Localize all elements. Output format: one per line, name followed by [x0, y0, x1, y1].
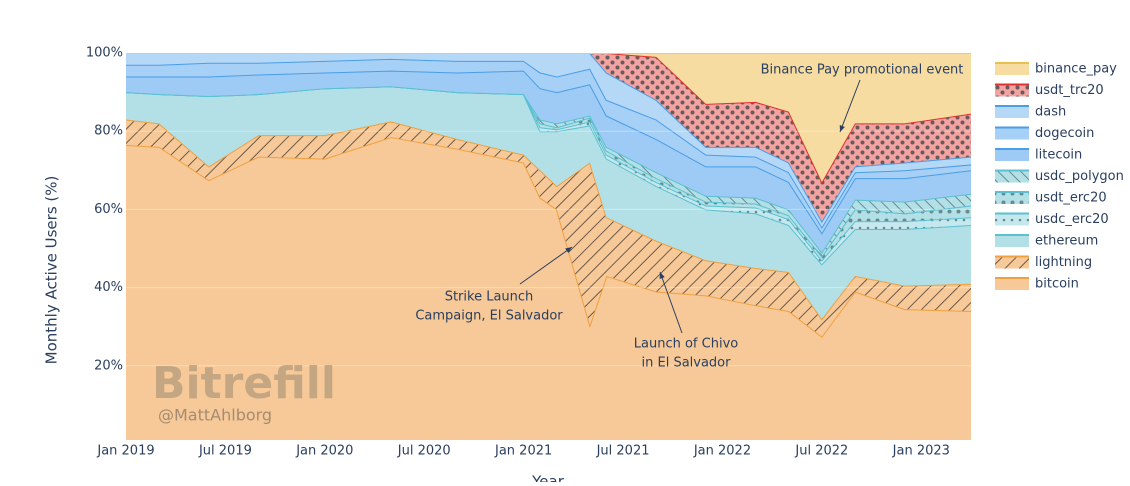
legend-label: bitcoin — [1035, 277, 1079, 292]
series-line — [126, 53, 971, 185]
arrowhead — [839, 125, 845, 132]
legend-swatch — [995, 106, 1029, 118]
x-axis-title: Year — [531, 473, 565, 483]
area — [126, 119, 971, 337]
y-tick-label: 80% — [94, 124, 123, 139]
x-tick-label: Jul 2021 — [596, 444, 650, 459]
x-tick-label: Jul 2020 — [397, 444, 451, 459]
annotation-text: Launch of Chivo — [634, 337, 738, 352]
legend-label: binance_pay — [1035, 62, 1117, 77]
legend-swatch — [995, 170, 1029, 183]
x-tick-label: Jan 2020 — [295, 444, 353, 459]
series-line — [126, 85, 971, 255]
legend-label: dash — [1035, 105, 1066, 120]
y-axis-title: Monthly Active Users (%) — [43, 176, 61, 365]
legend-label: litecoin — [1035, 148, 1082, 163]
legend-label: dogecoin — [1035, 126, 1094, 141]
watermark-credit: @MattAhlborg — [158, 406, 272, 425]
y-tick-label: 100% — [86, 46, 123, 61]
legend-label: usdt_erc20 — [1035, 191, 1107, 206]
annotation-text: Strike Launch — [445, 290, 534, 305]
legend-label: lightning — [1035, 255, 1092, 270]
legend-label: usdc_erc20 — [1035, 212, 1109, 227]
x-tick-label: Jan 2022 — [693, 444, 751, 459]
y-tick-label: 40% — [94, 280, 123, 295]
series-line — [126, 69, 971, 235]
annotation-arrow — [519, 246, 573, 285]
arrowhead — [565, 247, 572, 253]
legend-swatch — [995, 278, 1029, 290]
legend-label: ethereum — [1035, 234, 1098, 249]
x-tick-label: Jan 2021 — [494, 444, 552, 459]
plot-area — [126, 53, 971, 440]
y-tick-label: 60% — [94, 202, 123, 217]
annotation-arrow — [839, 79, 861, 133]
legend-swatch — [995, 213, 1029, 226]
annotation-text: in El Salvador — [642, 356, 732, 371]
legend-label: usdc_polygon — [1035, 169, 1124, 184]
area — [126, 70, 971, 253]
x-tick-label: Jan 2023 — [892, 444, 950, 459]
watermark-logo: Bitrefill — [152, 358, 336, 409]
series-line — [126, 53, 971, 224]
annotation-text: Binance Pay promotional event — [761, 63, 964, 78]
x-tick-label: Jan 2019 — [96, 444, 154, 459]
x-tick-label: Jul 2019 — [198, 444, 252, 459]
legend-swatch — [995, 84, 1029, 97]
area — [126, 53, 971, 183]
legend-swatch — [995, 127, 1029, 140]
annotation-arrow — [659, 271, 683, 334]
legend-swatch — [995, 256, 1029, 269]
legend-swatch — [995, 63, 1029, 75]
arrowhead — [659, 272, 665, 279]
area — [126, 58, 971, 233]
legend-swatch — [995, 149, 1029, 161]
area — [126, 137, 971, 440]
x-tick-label: Jul 2022 — [794, 444, 848, 459]
annotation-text: Campaign, El Salvador — [415, 309, 563, 324]
legend-swatch — [995, 192, 1029, 204]
y-tick-label: 20% — [94, 358, 123, 373]
legend-label: usdt_trc20 — [1035, 83, 1104, 98]
legend-swatch — [995, 235, 1029, 247]
area — [126, 86, 971, 319]
